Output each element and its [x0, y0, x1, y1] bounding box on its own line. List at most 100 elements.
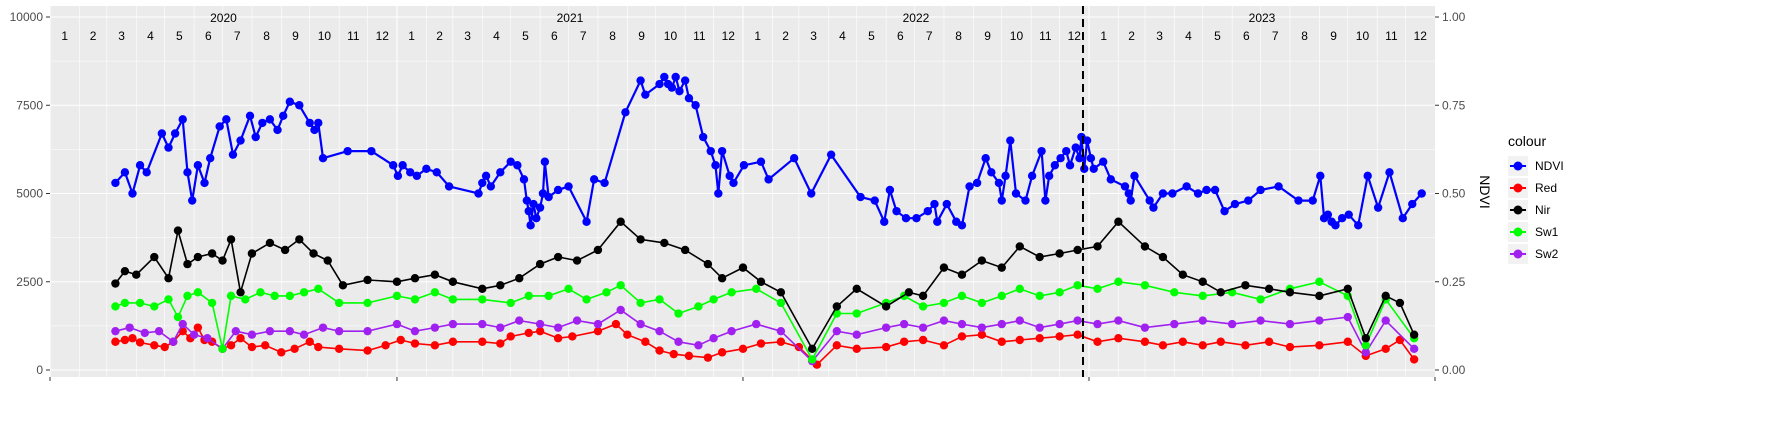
- point-red: [247, 342, 257, 352]
- point-nir: [904, 288, 914, 297]
- point-ndvi: [164, 143, 173, 152]
- left-axis: 0 2500 5000 7500 10000: [10, 10, 1436, 381]
- point-ndvi: [1373, 203, 1383, 212]
- point-sw2: [709, 334, 718, 343]
- point-sw1: [299, 288, 309, 297]
- point-sw2: [1343, 312, 1352, 322]
- point-nir: [338, 281, 348, 290]
- point-ndvi: [1363, 171, 1372, 181]
- point-sw1: [727, 288, 736, 297]
- point-nir: [183, 259, 192, 269]
- right-tick-label: 1.00: [1442, 10, 1466, 24]
- point-ndvi: [222, 115, 231, 124]
- point-sw2: [977, 323, 987, 332]
- point-nir: [1114, 217, 1123, 226]
- point-red: [111, 337, 120, 346]
- point-sw1: [256, 288, 265, 297]
- point-nir: [496, 281, 505, 290]
- point-ndvi: [621, 108, 630, 117]
- point-sw1: [957, 291, 967, 301]
- point-sw2: [1381, 316, 1390, 325]
- month-label: 9: [292, 29, 299, 43]
- point-sw2: [203, 334, 212, 343]
- point-nir: [150, 252, 159, 262]
- point-sw2: [265, 326, 275, 336]
- point-ndvi: [1021, 196, 1030, 205]
- point-sw2: [776, 326, 786, 336]
- point-nir: [1035, 252, 1044, 262]
- point-sw1: [173, 312, 183, 322]
- point-sw2: [727, 326, 736, 336]
- point-ndvi: [1408, 199, 1417, 209]
- point-ndvi: [524, 206, 533, 216]
- point-nir: [1198, 277, 1207, 286]
- point-sw1: [241, 295, 250, 304]
- point-nir: [807, 344, 817, 354]
- point-ndvi: [251, 132, 260, 142]
- point-red: [852, 344, 861, 354]
- point-red: [524, 328, 533, 338]
- month-label: 4: [147, 29, 154, 43]
- month-label: 7: [926, 29, 933, 43]
- point-ndvi: [691, 101, 700, 110]
- point-sw2: [553, 323, 563, 332]
- point-ndvi: [120, 168, 130, 177]
- point-nir: [1178, 270, 1188, 279]
- point-sw1: [334, 298, 344, 308]
- point-ndvi: [725, 171, 734, 181]
- legend-key-dot: [1513, 183, 1523, 193]
- point-ndvi: [684, 93, 694, 103]
- point-ndvi: [1056, 154, 1065, 163]
- point-ndvi: [764, 175, 773, 184]
- point-red: [684, 351, 694, 361]
- point-nir: [448, 277, 458, 286]
- point-nir: [207, 249, 217, 258]
- point-ndvi: [206, 154, 215, 163]
- point-sw2: [674, 337, 683, 346]
- point-nir: [410, 274, 420, 283]
- month-label: 11: [347, 29, 360, 43]
- point-sw1: [582, 295, 591, 304]
- point-red: [1315, 341, 1324, 350]
- point-red: [568, 332, 577, 341]
- point-ndvi: [856, 192, 865, 202]
- month-label: 2: [90, 29, 97, 43]
- point-red: [277, 348, 286, 357]
- point-ndvi: [1202, 185, 1211, 195]
- point-nir: [295, 235, 304, 244]
- legend-key-sw1: [1508, 222, 1528, 242]
- point-sw2: [496, 323, 505, 332]
- point-sw2: [1055, 319, 1064, 329]
- point-ndvi: [680, 76, 690, 85]
- point-red: [1264, 337, 1274, 346]
- point-nir: [832, 302, 842, 311]
- month-label: 8: [263, 29, 270, 43]
- point-ndvi: [1158, 189, 1168, 198]
- month-label: 10: [1356, 29, 1370, 43]
- point-sw1: [363, 298, 372, 308]
- point-sw1: [270, 291, 279, 301]
- year-label: 2020: [210, 11, 237, 25]
- month-label: 9: [1330, 29, 1337, 43]
- point-ndvi: [706, 146, 715, 156]
- month-label: 5: [1214, 29, 1221, 43]
- point-nir: [218, 256, 227, 265]
- point-nir: [226, 235, 236, 244]
- point-nir: [660, 238, 669, 248]
- legend-key-sw2: [1508, 244, 1528, 264]
- point-red: [1140, 337, 1150, 346]
- point-red: [314, 342, 323, 352]
- point-sw1: [752, 284, 761, 294]
- point-ndvi: [912, 214, 921, 223]
- point-sw2: [392, 319, 402, 329]
- point-ndvi: [496, 168, 505, 177]
- point-nir: [1241, 281, 1250, 290]
- legend-label-nir: Nir: [1535, 203, 1550, 217]
- point-nir: [616, 217, 625, 226]
- point-sw1: [448, 295, 458, 304]
- series-ndvi: [111, 72, 1426, 230]
- point-sw2: [515, 316, 524, 325]
- point-ndvi: [901, 214, 911, 223]
- point-nir: [997, 263, 1006, 272]
- grid: [49, 6, 1435, 377]
